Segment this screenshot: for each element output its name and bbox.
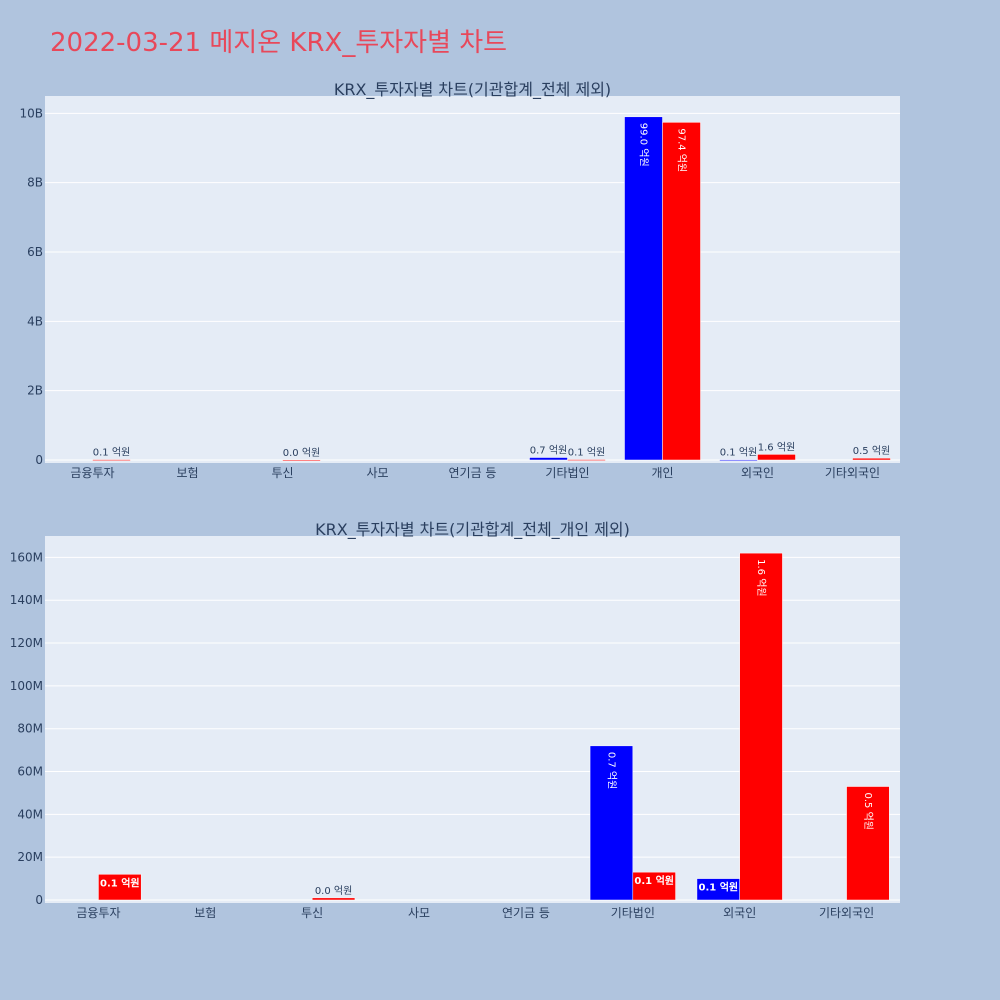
- x-tick-label: 기타법인: [611, 906, 655, 920]
- plot-area-1: [45, 96, 900, 463]
- data-label: 0.5 억원: [853, 445, 890, 457]
- bar: [98, 874, 142, 901]
- data-label: 99.0 억원: [638, 123, 650, 167]
- bar: [567, 459, 606, 461]
- y-tick-label: 80M: [17, 722, 43, 736]
- y-tick-label: 60M: [17, 765, 43, 779]
- x-tick-label: 기타법인: [545, 466, 589, 480]
- bar: [852, 457, 891, 461]
- y-tick-label: 4B: [27, 314, 43, 328]
- bar: [739, 552, 783, 901]
- data-label: 1.6 억원: [755, 559, 767, 596]
- chart-title-2: KRX_투자자별 차트(기관합계_전체_개인 제외): [315, 520, 630, 540]
- x-tick-label: 연기금 등: [502, 906, 550, 920]
- chart-title-1: KRX_투자자별 차트(기관합계_전체 제외): [334, 80, 611, 100]
- x-tick-label: 기타외국인: [819, 906, 874, 920]
- y-tick-label: 2B: [27, 384, 43, 398]
- bar: [529, 457, 568, 461]
- x-tick-label: 연기금 등: [449, 466, 497, 480]
- bar: [311, 897, 356, 901]
- x-tick-label: 보험: [194, 906, 216, 920]
- bar: [92, 459, 131, 461]
- y-tick-label: 120M: [10, 636, 43, 650]
- y-tick-label: 0: [35, 453, 43, 467]
- x-tick-label: 투신: [301, 906, 323, 920]
- data-label: 0.5 억원: [862, 793, 874, 830]
- y-tick-label: 140M: [10, 593, 43, 607]
- bar: [632, 871, 676, 901]
- y-tick-label: 10B: [19, 106, 43, 120]
- x-tick-label: 외국인: [741, 466, 774, 480]
- y-tick-label: 160M: [10, 550, 43, 564]
- data-label: 97.4 억원: [676, 128, 688, 172]
- x-tick-label: 보험: [176, 466, 198, 480]
- bar: [719, 459, 758, 461]
- data-label: 0.1 억원: [634, 874, 674, 887]
- y-tick-label: 100M: [10, 679, 43, 693]
- x-tick-label: 개인: [651, 466, 673, 480]
- bar: [662, 122, 701, 461]
- data-label: 0.7 억원: [605, 752, 617, 789]
- y-tick-label: 0: [35, 893, 43, 907]
- data-label: 1.6 억원: [758, 441, 795, 453]
- data-label: 0.0 억원: [315, 885, 352, 897]
- bar: [282, 459, 321, 462]
- x-tick-label: 투신: [271, 466, 293, 480]
- data-label: 0.1 억원: [93, 447, 130, 459]
- data-label: 0.7 억원: [530, 445, 567, 457]
- y-tick-label: 6B: [27, 245, 43, 259]
- data-label: 0.1 억원: [568, 447, 605, 459]
- x-tick-label: 사모: [366, 466, 388, 480]
- x-tick-label: 금융투자: [76, 906, 120, 920]
- bar: [757, 454, 796, 461]
- y-tick-label: 40M: [17, 807, 43, 821]
- bar: [846, 786, 890, 901]
- x-tick-label: 기타외국인: [825, 466, 880, 480]
- bar: [589, 745, 634, 901]
- data-label: 0.1 억원: [699, 881, 739, 894]
- data-label: 0.0 억원: [283, 447, 320, 459]
- data-label: 0.1 억원: [100, 876, 140, 889]
- x-tick-label: 외국인: [723, 906, 756, 920]
- y-tick-label: 20M: [17, 850, 43, 864]
- data-label: 0.1 억원: [720, 447, 757, 459]
- x-tick-label: 사모: [408, 906, 430, 920]
- y-tick-label: 8B: [27, 176, 43, 190]
- page-title: 2022-03-21 메지온 KRX_투자자별 차트: [50, 28, 508, 58]
- bar: [624, 116, 663, 461]
- x-tick-label: 금융투자: [70, 466, 114, 480]
